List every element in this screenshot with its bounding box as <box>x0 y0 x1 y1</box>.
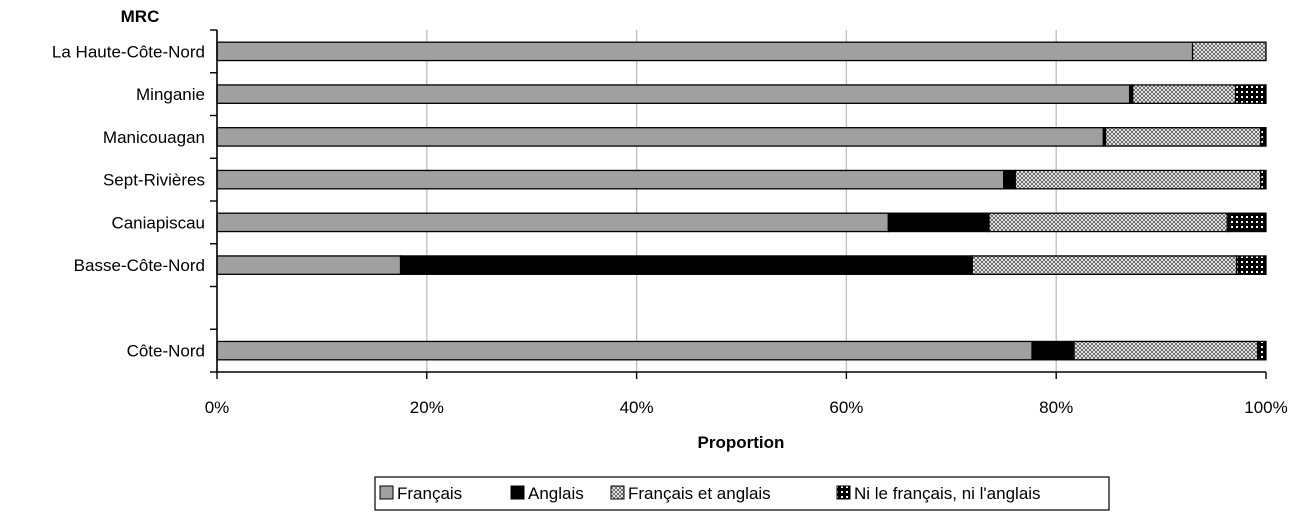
legend-label: Français <box>397 484 462 503</box>
bar-segment <box>1073 340 1259 361</box>
x-tick-label: 40% <box>620 398 654 417</box>
bar-segment <box>216 84 1131 104</box>
category-label: Caniapiscau <box>111 213 205 232</box>
bar-segment <box>216 169 1005 190</box>
bar-segment <box>1014 169 1262 190</box>
legend-frame <box>374 476 1110 511</box>
category-label: La Haute-Côte-Nord <box>52 42 205 61</box>
x-tick-labels: 0% 20% 40% 60% 80% 100% <box>205 398 1288 417</box>
bar-segment <box>1132 84 1237 104</box>
bar-segment <box>1104 127 1262 147</box>
bars <box>216 41 1267 361</box>
bar-segment <box>971 255 1238 275</box>
x-tick-label: 60% <box>829 398 863 417</box>
legend-swatch <box>510 485 525 500</box>
bar-segment <box>216 255 402 275</box>
bar-segment <box>1260 127 1267 147</box>
bar-segment <box>216 340 1033 361</box>
x-tick-label: 80% <box>1039 398 1073 417</box>
bar-segment <box>216 212 890 233</box>
x-tick-label: 20% <box>410 398 444 417</box>
y-axis-title: MRC <box>121 7 160 26</box>
bar-segment <box>1191 41 1267 62</box>
bar-segment <box>1226 212 1267 233</box>
gridlines <box>426 30 1057 372</box>
bar-segment <box>887 212 990 233</box>
bar-segment <box>1256 340 1267 361</box>
category-label: Sept-Rivières <box>103 171 205 190</box>
bar-segment <box>988 212 1228 233</box>
bar-segment <box>399 255 973 275</box>
category-label: Côte-Nord <box>127 342 205 361</box>
legend-label: Français et anglais <box>628 484 771 503</box>
legend-swatch <box>379 485 394 500</box>
bar-segment <box>1235 255 1267 275</box>
bar-segment <box>216 127 1105 147</box>
bar-segment <box>1031 340 1075 361</box>
category-label: Minganie <box>136 85 205 104</box>
x-tick-label: 0% <box>205 398 230 417</box>
legend: Français Anglais Français et anglais Ni le … <box>374 476 1110 511</box>
legend-label: Ni le français, ni l'anglais <box>854 484 1041 503</box>
x-axis-title: Proportion <box>698 433 785 452</box>
bar-segment <box>216 41 1194 62</box>
bar-segment <box>1003 169 1016 190</box>
category-label: Manicouagan <box>103 128 205 147</box>
axes <box>210 29 1267 379</box>
legend-swatch <box>610 485 625 500</box>
x-tick-label: 100% <box>1244 398 1287 417</box>
category-label: Basse-Côte-Nord <box>74 256 205 275</box>
bar-segment <box>1260 169 1267 190</box>
bar-segment <box>1234 84 1267 104</box>
category-labels: La Haute-Côte-Nord Minganie Manicouagan Sep… <box>52 42 205 360</box>
legend-label: Anglais <box>528 484 584 503</box>
legend-swatch <box>836 485 851 500</box>
